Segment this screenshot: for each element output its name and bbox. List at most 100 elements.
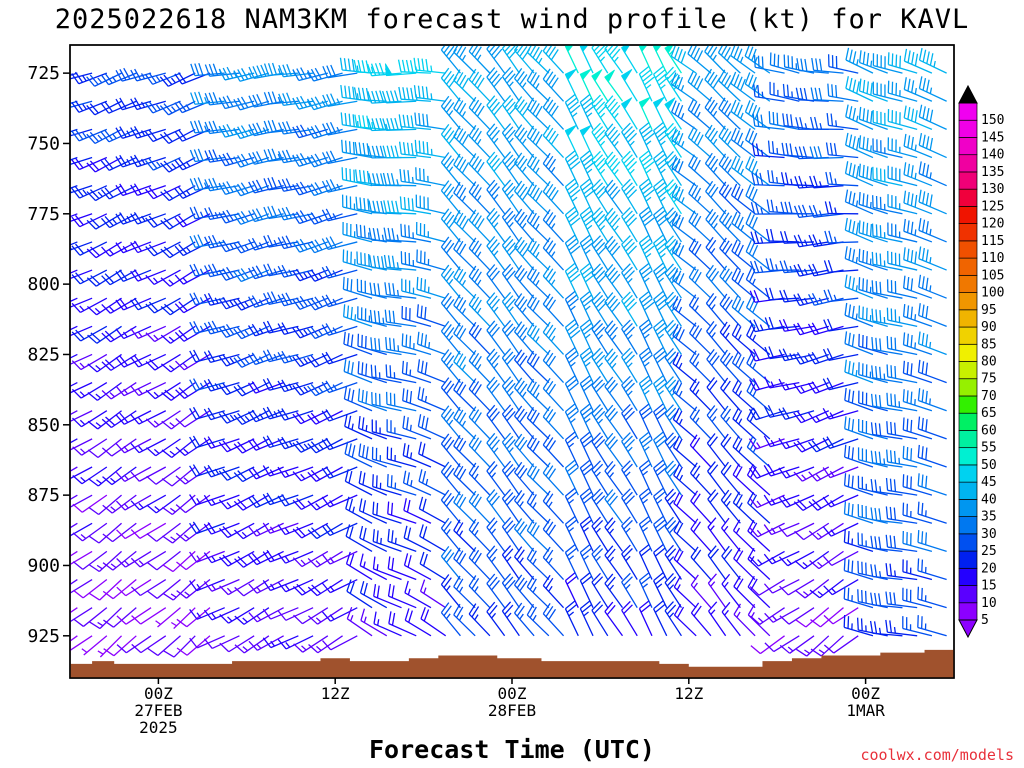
colorbar-label: 10: [981, 596, 997, 611]
wind-barb: [591, 544, 609, 580]
wind-barb: [604, 123, 624, 158]
wind-barb: [203, 578, 240, 592]
wind-barb: [174, 241, 211, 257]
wind-barb: [843, 558, 874, 581]
wind-barb: [70, 607, 78, 614]
wind-barb: [807, 410, 844, 424]
wind-barb: [795, 607, 830, 628]
wind-barb: [885, 506, 918, 524]
wind-barb: [730, 127, 756, 159]
wind-barb: [486, 404, 506, 440]
wind-barb: [81, 635, 108, 656]
wind-barb: [749, 578, 785, 596]
wind-barb: [591, 45, 609, 74]
wind-barb: [845, 47, 874, 74]
wind-barb: [440, 124, 461, 158]
wind-barb: [88, 494, 122, 516]
wind-barb: [130, 550, 167, 568]
wind-barb: [486, 292, 506, 327]
wind-barb: [248, 635, 284, 651]
wind-barb: [115, 410, 152, 425]
wind-barb: [440, 546, 461, 580]
wind-barb: [440, 517, 461, 552]
wind-barb: [843, 473, 874, 496]
wind-barb: [918, 303, 947, 327]
wind-barb: [542, 603, 565, 637]
wind-barb: [638, 45, 653, 74]
wind-barb: [638, 375, 653, 412]
wind-barb: [292, 153, 329, 167]
wind-barb: [823, 318, 859, 332]
colorbar-label: 35: [981, 510, 997, 525]
wind-barb: [564, 459, 579, 496]
wind-barb: [486, 489, 506, 524]
colorbar-swatch: [958, 447, 978, 466]
wind-barb: [307, 382, 343, 397]
wind-barb: [219, 635, 255, 653]
wind-barb: [384, 309, 417, 327]
wind-barb: [321, 323, 358, 336]
wind-barb: [795, 635, 830, 657]
wind-barb: [604, 432, 624, 468]
colorbar-swatch: [958, 188, 978, 207]
wind-barb: [398, 141, 432, 159]
wind-barb: [917, 501, 947, 524]
wind-barb: [419, 579, 447, 609]
wind-barb: [705, 292, 727, 327]
wind-barb: [718, 153, 741, 187]
colorbar-swatch: [958, 533, 978, 552]
wind-barb: [233, 182, 270, 197]
wind-barb: [399, 196, 432, 215]
wind-barb: [673, 547, 697, 581]
wind-barb: [689, 322, 712, 355]
wind-barb: [277, 635, 314, 650]
wind-barb: [514, 349, 535, 384]
wind-barb: [621, 544, 638, 580]
wind-barb: [383, 200, 417, 215]
wind-barb: [564, 262, 581, 299]
wind-barb: [564, 544, 579, 580]
wind-barb: [321, 607, 358, 622]
wind-barb: [638, 600, 653, 637]
wind-barb: [604, 45, 624, 74]
wind-barb: [844, 331, 874, 356]
wind-barb: [885, 619, 918, 637]
wind-barb: [453, 350, 476, 384]
wind-barb: [115, 154, 152, 168]
wind-barb: [763, 435, 800, 448]
wind-barb: [719, 265, 741, 299]
wind-barb: [526, 294, 550, 327]
wind-barb: [579, 459, 594, 496]
wind-barb: [160, 213, 196, 230]
wind-barb: [917, 615, 947, 637]
wind-barb: [70, 325, 78, 331]
wind-barb: [159, 72, 196, 87]
wind-barb: [579, 45, 594, 74]
wind-barb: [343, 386, 373, 412]
wind-barb: [542, 265, 565, 299]
wind-barb: [604, 376, 624, 412]
colorbar-swatch: [958, 585, 978, 604]
wind-barb: [526, 45, 550, 74]
wind-barb: [453, 463, 476, 496]
wind-barb: [526, 575, 550, 609]
wind-barb: [388, 611, 417, 637]
wind-barb: [382, 117, 417, 131]
wind-barb: [526, 125, 550, 159]
wind-barb: [321, 494, 358, 508]
wind-barb: [468, 181, 491, 215]
wind-barb: [526, 210, 550, 243]
wind-barb: [664, 544, 682, 580]
wind-barb: [277, 292, 314, 307]
wind-barb: [321, 522, 358, 537]
wind-barb: [468, 350, 491, 384]
wind-barb: [262, 349, 299, 363]
wind-barb: [779, 607, 815, 625]
wind-barb: [486, 461, 506, 496]
wind-barb: [886, 279, 918, 299]
x-tick-label: 2025: [139, 718, 178, 737]
wind-barb: [307, 522, 343, 540]
wind-barb: [671, 128, 697, 159]
colorbar-label: 40: [981, 492, 997, 507]
credit-text: coolwx.com/models: [860, 746, 1014, 764]
